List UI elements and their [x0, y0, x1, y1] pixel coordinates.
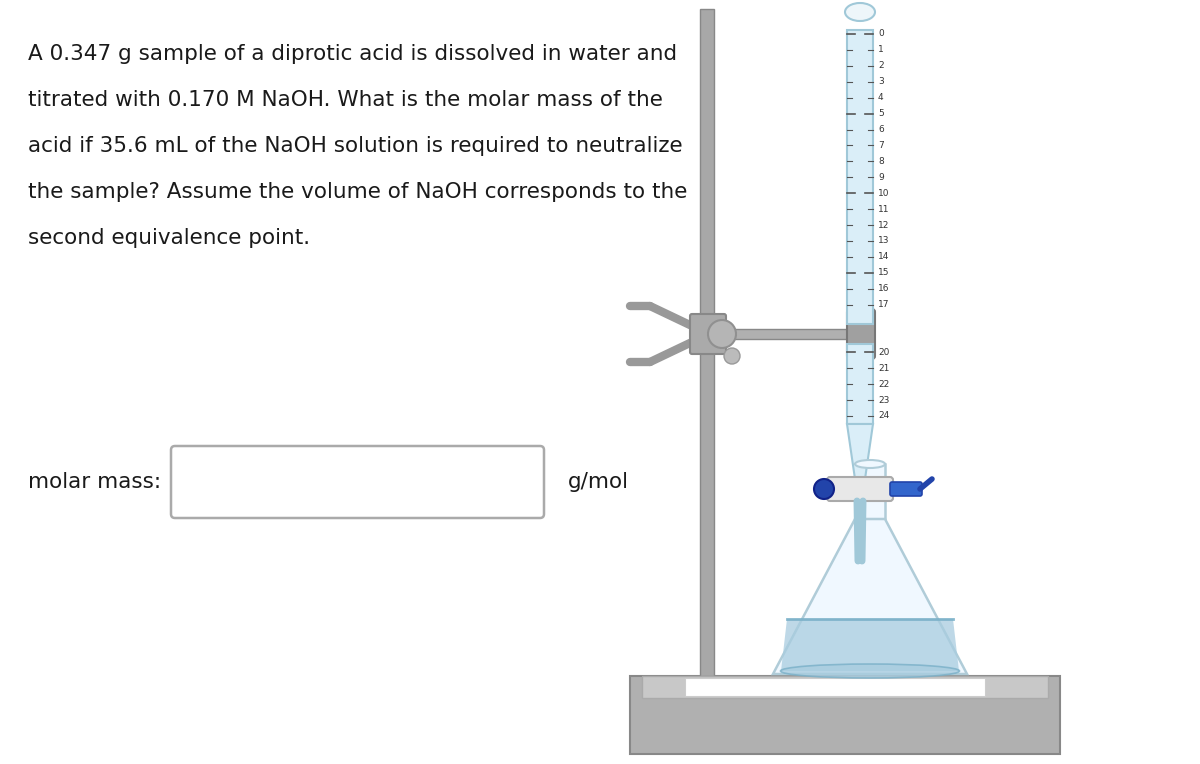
FancyBboxPatch shape	[685, 678, 985, 696]
Text: 5: 5	[878, 109, 883, 118]
Polygon shape	[773, 519, 967, 674]
Text: 2: 2	[878, 61, 883, 70]
FancyBboxPatch shape	[630, 676, 1060, 754]
Text: 8: 8	[878, 157, 883, 166]
Text: A 0.347 g sample of a diprotic acid is dissolved in water and: A 0.347 g sample of a diprotic acid is d…	[28, 44, 677, 64]
Ellipse shape	[854, 460, 886, 468]
Text: 13: 13	[878, 236, 889, 245]
FancyBboxPatch shape	[172, 446, 544, 518]
Text: 12: 12	[878, 221, 889, 229]
Text: 7: 7	[878, 141, 883, 150]
FancyBboxPatch shape	[847, 344, 874, 424]
Text: 20: 20	[878, 348, 889, 357]
Polygon shape	[854, 464, 886, 519]
Text: 6: 6	[878, 125, 883, 134]
FancyBboxPatch shape	[890, 482, 922, 496]
Text: 21: 21	[878, 364, 889, 373]
Text: molar mass:: molar mass:	[28, 472, 161, 492]
FancyBboxPatch shape	[714, 329, 860, 339]
Ellipse shape	[780, 664, 960, 678]
FancyBboxPatch shape	[700, 9, 714, 676]
Text: 15: 15	[878, 268, 889, 277]
Polygon shape	[781, 619, 959, 671]
FancyBboxPatch shape	[690, 314, 726, 354]
Text: 16: 16	[878, 284, 889, 293]
Text: titrated with 0.170 M NaOH. What is the molar mass of the: titrated with 0.170 M NaOH. What is the …	[28, 90, 662, 110]
Text: acid if 35.6 mL of the NaOH solution is required to neutralize: acid if 35.6 mL of the NaOH solution is …	[28, 136, 683, 156]
Text: 9: 9	[878, 173, 883, 182]
Text: 1: 1	[878, 45, 883, 54]
Text: 10: 10	[878, 189, 889, 198]
Text: 4: 4	[878, 93, 883, 102]
Text: the sample? Assume the volume of NaOH corresponds to the: the sample? Assume the volume of NaOH co…	[28, 182, 688, 202]
Circle shape	[814, 479, 834, 499]
Ellipse shape	[845, 3, 875, 21]
Circle shape	[724, 348, 740, 364]
Text: 23: 23	[878, 396, 889, 405]
FancyBboxPatch shape	[642, 676, 1048, 698]
FancyBboxPatch shape	[827, 477, 893, 501]
Text: 0: 0	[878, 30, 883, 38]
FancyBboxPatch shape	[847, 30, 874, 324]
Text: second equivalence point.: second equivalence point.	[28, 228, 310, 248]
Text: 3: 3	[878, 77, 883, 86]
Text: 11: 11	[878, 205, 889, 214]
FancyBboxPatch shape	[847, 309, 875, 359]
Text: 14: 14	[878, 252, 889, 261]
Text: 17: 17	[878, 300, 889, 309]
Text: g/mol: g/mol	[568, 472, 629, 492]
Text: 24: 24	[878, 412, 889, 420]
Polygon shape	[847, 424, 874, 479]
Circle shape	[708, 320, 736, 348]
Text: 22: 22	[878, 380, 889, 389]
